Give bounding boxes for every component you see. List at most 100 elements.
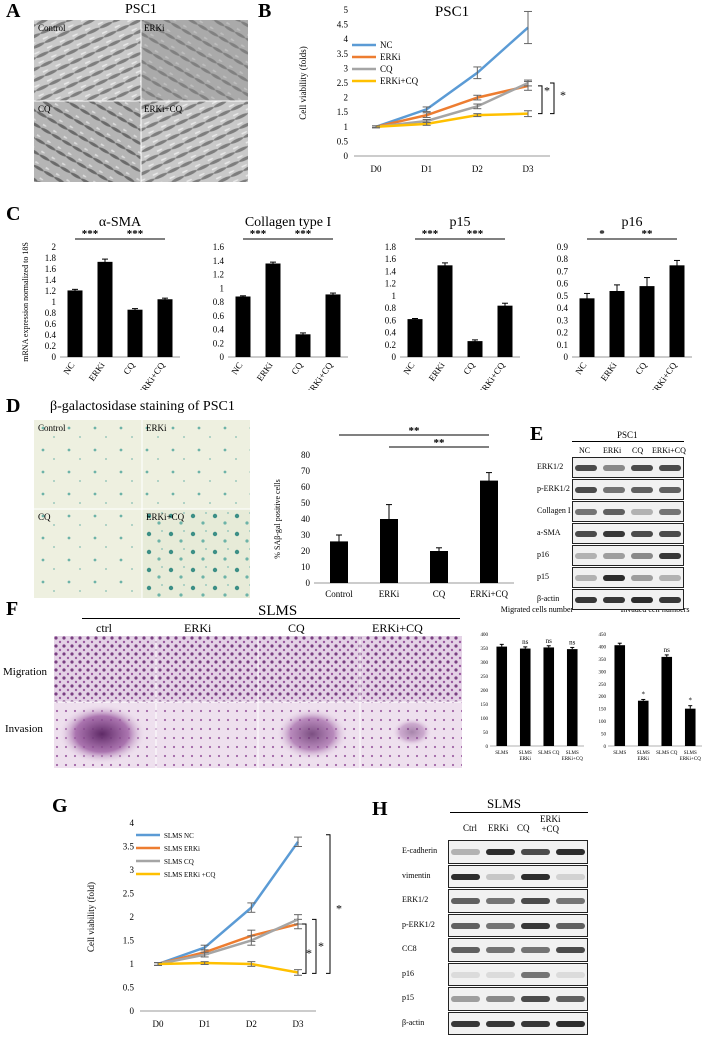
blot-band (486, 873, 515, 880)
blot-band (451, 1020, 480, 1027)
y-tick-label: 50 (601, 733, 607, 738)
bar (684, 708, 696, 746)
blot-band (451, 898, 480, 905)
blot-band (603, 531, 625, 537)
blot-band (556, 873, 585, 880)
x-tick-label: SLMS (566, 751, 579, 756)
significance-bracket (312, 918, 317, 974)
blot-strip (448, 938, 588, 962)
micro-label-cq: CQ (38, 104, 51, 114)
blot-e-lane-erki: ERKi (603, 446, 622, 455)
blot-band (575, 487, 597, 493)
y-tick-label: 0.5 (557, 291, 569, 301)
blot-strip (572, 523, 684, 544)
y-tick-label: 1 (344, 122, 349, 132)
bar (669, 265, 685, 357)
blot-row-label: p15 (402, 993, 414, 1003)
significance-bracket (302, 923, 307, 974)
blot-strip (572, 545, 684, 566)
blot-row-label: β-actin (402, 1017, 425, 1027)
x-tick-label: CQ (121, 360, 137, 376)
y-tick-label: 1.8 (45, 253, 57, 263)
blot-band (486, 971, 515, 978)
y-tick-label: 0.8 (385, 303, 397, 313)
significance-label: *** (127, 228, 144, 240)
series-line (157, 961, 299, 974)
y-tick-label: 1.4 (213, 256, 225, 266)
blot-band (486, 1020, 515, 1027)
blot-band (486, 996, 515, 1003)
blot-h-lane-ctrl: Ctrl (463, 823, 478, 833)
blot-band (521, 947, 550, 954)
blot-e-lane-nc: NC (579, 446, 591, 455)
x-tick-label: SLMS (684, 751, 697, 756)
y-tick-label: 300 (481, 661, 489, 666)
y-tick-label: 0.6 (45, 319, 57, 329)
blot-strip (572, 501, 684, 522)
y-tick-label: 400 (481, 633, 489, 638)
x-tick-label: CQ (461, 360, 477, 376)
y-tick-label: 2.5 (123, 889, 135, 899)
panel-letter-f: F (6, 598, 19, 620)
blot-band (575, 575, 597, 581)
chart-f-migrated: Migrated cells number 0 50 100 150 200 250 300 3… (481, 605, 584, 762)
x-tick-label-line2: ERKi+CQ (680, 757, 702, 762)
y-tick-label: 400 (599, 645, 607, 650)
blot-strip (572, 567, 684, 588)
blot-band (659, 597, 681, 603)
bar (637, 700, 649, 746)
x-tick-label: ERKi+CQ (470, 589, 509, 599)
blot-band (631, 531, 653, 537)
y-tick-label: 1.2 (213, 270, 224, 280)
panel-f-col-cq: CQ (288, 621, 305, 635)
bar (325, 294, 341, 357)
blot-band (631, 487, 653, 493)
panel-f-col-ctrl: ctrl (96, 621, 112, 635)
chart-title: p15 (450, 215, 471, 230)
bar (97, 261, 113, 357)
blot-band (603, 553, 625, 559)
panel-a-micrograph: Control ERKi CQ ERKi+CQ (34, 20, 248, 182)
y-tick-label: 1 (220, 283, 225, 293)
blot-band (521, 922, 550, 929)
significance-bracket (538, 85, 543, 115)
significance-label: *** (422, 228, 439, 240)
stain-label-erki-cq: ERKi+CQ (146, 512, 185, 522)
panel-f-row-migration: Migration (3, 666, 47, 678)
y-tick-label: 0.7 (557, 266, 569, 276)
blot-band (556, 922, 585, 929)
blot-row-label: p16 (537, 550, 549, 559)
y-tick-label: 0 (564, 352, 569, 362)
blot-band (521, 996, 550, 1003)
blot-band (659, 487, 681, 493)
legend-label: SLMS ERKi (164, 845, 200, 853)
chart-c-p15: p15 0 0.2 0.4 0.6 0.8 1 1.2 1.4 1.6 1.8 NC ERKi CQ ERK… (385, 215, 520, 390)
bar (467, 341, 483, 357)
chart-d-sabgal: % SAβ-gal positive cells 0 10 20 30 40 50 60 70 8… (273, 425, 514, 599)
y-tick-label: 4.5 (337, 20, 349, 30)
bar (614, 645, 626, 746)
y-tick-label: 0.2 (213, 338, 224, 348)
blot-band (659, 553, 681, 559)
bar (437, 265, 453, 357)
blot-strip (448, 864, 588, 888)
x-tick-label: ERKi+CQ (649, 360, 679, 390)
bar (497, 305, 513, 357)
blot-row-label: CC8 (402, 944, 417, 954)
blot-band (486, 922, 515, 929)
blot-row-label: Collagen I (537, 506, 571, 515)
x-tick-label: SLMS CQ (538, 751, 560, 756)
blot-band (556, 1020, 585, 1027)
blot-strip (448, 913, 588, 937)
y-tick-label: 30 (301, 530, 311, 540)
y-tick-label: 0.9 (557, 242, 569, 252)
stain-label-cq: CQ (38, 512, 51, 522)
y-tick-label: 250 (481, 675, 489, 680)
bar (407, 319, 423, 357)
legend-label: ERKi (380, 52, 401, 62)
x-tick-label: ERKi (255, 360, 275, 383)
blot-h-header-line (450, 812, 588, 813)
x-tick-label: NC (401, 360, 416, 376)
blot-band (603, 465, 625, 471)
